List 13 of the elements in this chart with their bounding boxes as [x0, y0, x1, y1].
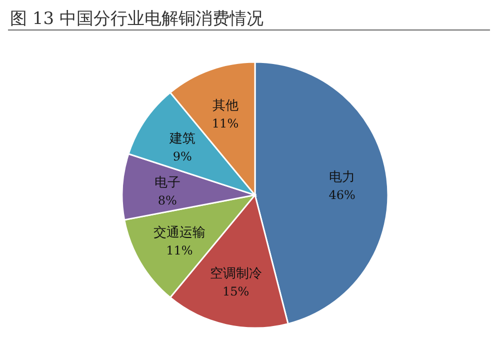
- data-label: 11%: [212, 116, 239, 130]
- data-label: 15%: [222, 284, 250, 299]
- data-label: 8%: [158, 193, 177, 208]
- slice-label: 电力: [329, 170, 356, 185]
- data-label: 46%: [328, 188, 356, 202]
- slice-label: 建筑: [168, 132, 196, 147]
- data-label: 11%: [166, 244, 193, 258]
- data-label: 9%: [172, 150, 192, 164]
- slice-label: 电子: [154, 175, 180, 190]
- slice-label: 空调制冷: [210, 266, 262, 282]
- slice-label: 其他: [212, 98, 238, 114]
- slice-label: 交通运输: [153, 224, 206, 241]
- chart-title: 图 13 中国分行业电解铜消费情况: [10, 9, 264, 29]
